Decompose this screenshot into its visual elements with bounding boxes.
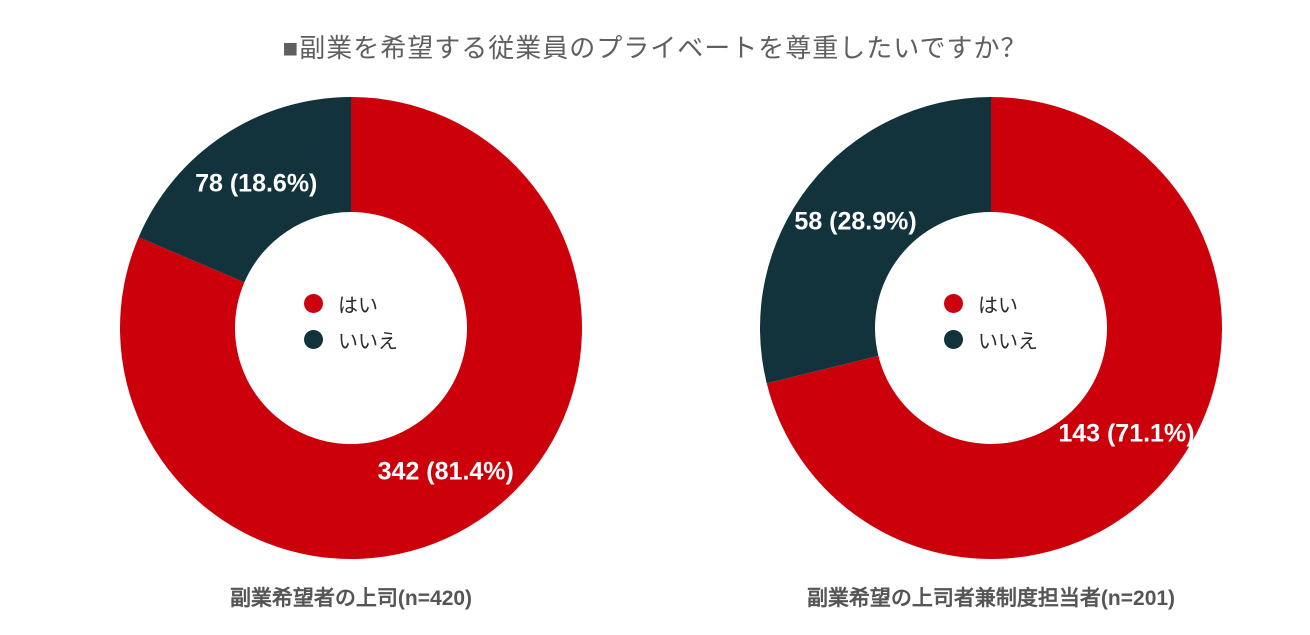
donut-area: 143 (71.1%) 58 (28.9%) はい いいえ <box>759 96 1223 560</box>
slice-label-yes: 342 (81.4%) <box>377 457 514 486</box>
legend-swatch-no-icon <box>304 329 323 349</box>
legend-swatch-yes-icon <box>304 293 323 313</box>
legend-label-yes: はい <box>978 294 1018 317</box>
legend-item-no: いいえ <box>304 321 398 357</box>
slice-label-no: 58 (28.9%) <box>794 207 917 236</box>
donut-chart-supervisors-and-admins: 143 (71.1%) 58 (28.9%) はい いいえ 副業希望の上司者兼制… <box>759 96 1223 612</box>
chart-caption: 副業希望の上司者兼制度担当者(n=201) <box>806 587 1176 610</box>
chart-caption: 副業希望者の上司(n=420) <box>229 587 473 610</box>
legend-label-no: いいえ <box>338 330 398 353</box>
legend-item-yes: はい <box>944 285 1038 321</box>
slice-label-no: 78 (18.6%) <box>195 169 318 198</box>
legend-swatch-no-icon <box>944 329 963 349</box>
donut-chart-supervisors: 342 (81.4%) 78 (18.6%) はい いいえ 副業希望者の上司(n… <box>119 96 583 612</box>
chart-legend: はい いいえ <box>304 285 398 357</box>
legend-item-yes: はい <box>304 285 398 321</box>
legend-label-no: いいえ <box>978 330 1038 353</box>
legend-swatch-yes-icon <box>944 293 963 313</box>
slice-label-yes: 143 (71.1%) <box>1058 419 1195 448</box>
donut-ring <box>760 97 1223 559</box>
legend-label-yes: はい <box>338 294 378 317</box>
page-title: ■副業を希望する従業員のプライベートを尊重したいですか？ <box>282 34 1028 63</box>
legend-item-no: いいえ <box>944 321 1038 357</box>
donut-ring <box>120 97 583 559</box>
chart-legend: はい いいえ <box>944 285 1038 357</box>
donut-area: 342 (81.4%) 78 (18.6%) はい いいえ <box>119 96 583 560</box>
